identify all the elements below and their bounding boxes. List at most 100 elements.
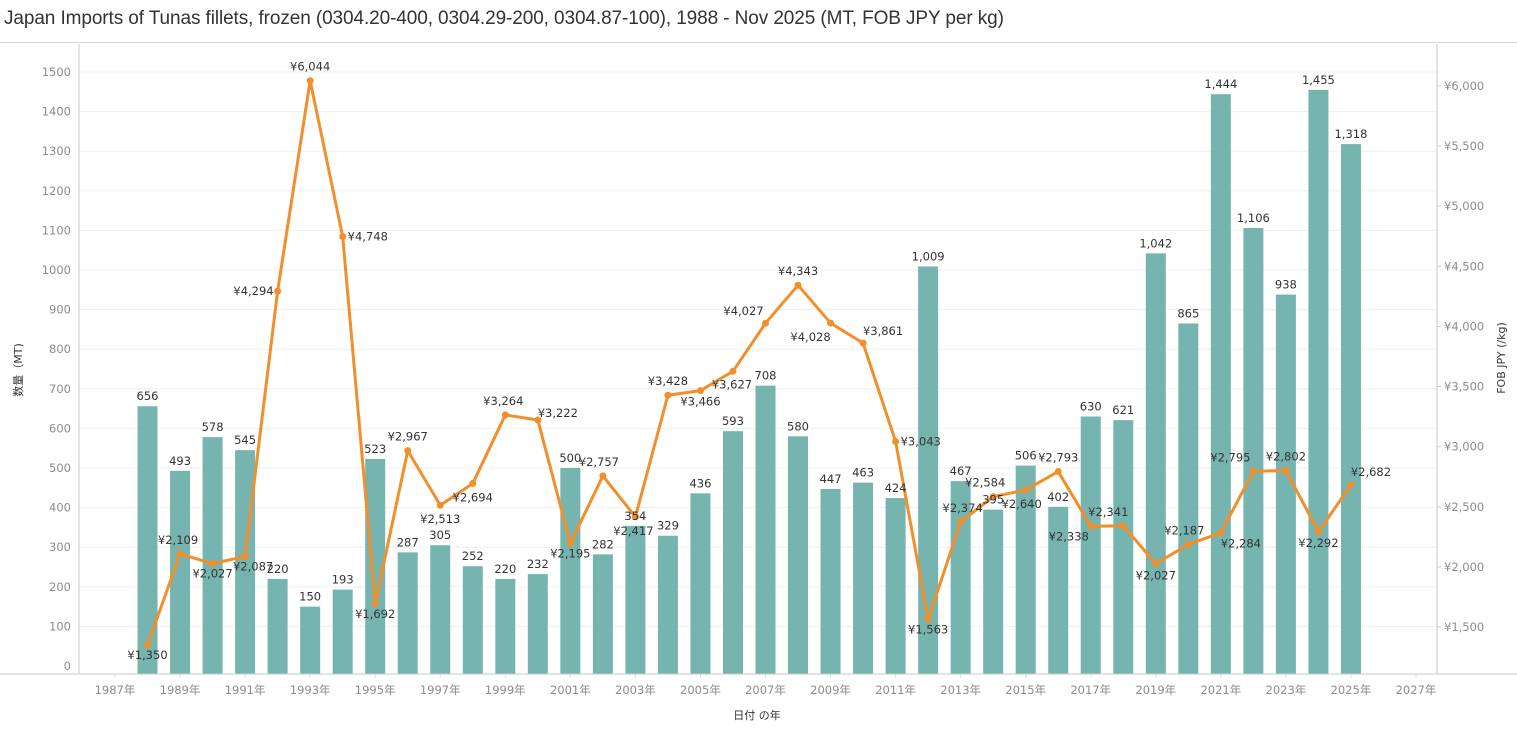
bar[interactable] xyxy=(1275,294,1296,674)
price-point[interactable] xyxy=(176,550,184,558)
price-value-label: ¥2,640 xyxy=(1002,497,1042,511)
bar[interactable] xyxy=(1178,323,1199,674)
bar[interactable] xyxy=(527,574,548,674)
bar-value-label: 447 xyxy=(820,472,842,486)
axes xyxy=(0,44,1517,675)
bar-value-label: 282 xyxy=(592,537,614,551)
price-point[interactable] xyxy=(469,479,477,487)
price-point[interactable] xyxy=(729,367,737,375)
bar[interactable] xyxy=(202,437,223,674)
bar[interactable] xyxy=(397,552,418,674)
bar[interactable] xyxy=(1145,253,1166,675)
price-point[interactable] xyxy=(599,472,607,480)
price-point[interactable] xyxy=(241,552,249,560)
price-point[interactable] xyxy=(144,641,152,649)
bar[interactable] xyxy=(722,431,743,674)
price-value-label: ¥3,264 xyxy=(483,394,523,408)
bar[interactable] xyxy=(332,589,353,674)
price-point[interactable] xyxy=(827,319,835,327)
bar[interactable] xyxy=(170,470,191,674)
bar[interactable] xyxy=(1080,416,1101,674)
price-point[interactable] xyxy=(924,615,932,623)
bar[interactable] xyxy=(1340,144,1361,674)
bar-value-label: 436 xyxy=(689,476,711,490)
price-point[interactable] xyxy=(1022,486,1030,494)
price-point[interactable] xyxy=(794,281,802,289)
price-point[interactable] xyxy=(1054,468,1062,476)
right-tick-label: ¥5,500 xyxy=(1444,139,1484,153)
right-axis-ticks: ¥1,500 ¥2,000 ¥2,500 ¥3,000 ¥3,500 ¥4,000 ¥4,5… xyxy=(1437,79,1484,634)
price-point[interactable] xyxy=(631,513,639,521)
price-value-label: ¥1,350 xyxy=(127,648,167,662)
bar[interactable] xyxy=(1015,465,1036,674)
price-point[interactable] xyxy=(501,411,509,419)
bar[interactable] xyxy=(430,545,451,674)
bar[interactable] xyxy=(560,468,581,674)
price-line xyxy=(146,79,1353,646)
price-value-label: ¥2,087 xyxy=(233,559,273,573)
bar-value-label: 354 xyxy=(624,509,646,523)
price-value-label: ¥1,563 xyxy=(908,622,948,636)
price-point[interactable] xyxy=(664,391,672,399)
price-point[interactable] xyxy=(306,77,314,85)
x-tick-label: 2023年 xyxy=(1266,683,1307,697)
price-point[interactable] xyxy=(534,416,542,424)
price-point[interactable] xyxy=(1184,540,1192,548)
bar[interactable] xyxy=(462,566,483,674)
bar[interactable] xyxy=(788,436,809,674)
price-point[interactable] xyxy=(1119,522,1127,530)
bar[interactable] xyxy=(1243,228,1264,675)
bar[interactable] xyxy=(950,481,971,674)
bar[interactable] xyxy=(1308,89,1329,674)
x-tick-label: 2001年 xyxy=(550,683,591,697)
price-value-label: ¥2,694 xyxy=(453,490,493,504)
price-point[interactable] xyxy=(371,600,379,608)
bar[interactable] xyxy=(365,458,386,674)
price-point[interactable] xyxy=(762,319,769,327)
price-point[interactable] xyxy=(1249,467,1257,475)
price-point[interactable] xyxy=(1314,528,1322,536)
price-point[interactable] xyxy=(1087,522,1095,530)
price-point[interactable] xyxy=(989,493,997,501)
x-tick-label: 1995年 xyxy=(355,683,396,697)
price-point[interactable] xyxy=(1282,466,1290,474)
bar[interactable] xyxy=(690,493,711,674)
price-point[interactable] xyxy=(1152,560,1160,568)
bar[interactable] xyxy=(885,498,906,674)
price-point[interactable] xyxy=(436,501,444,509)
price-point[interactable] xyxy=(859,339,867,347)
bar[interactable] xyxy=(820,488,841,674)
bar-value-label: 938 xyxy=(1275,278,1297,292)
right-tick-label: ¥5,000 xyxy=(1444,199,1484,213)
price-value-label: ¥2,802 xyxy=(1266,449,1306,463)
price-point[interactable] xyxy=(696,387,704,395)
bar[interactable] xyxy=(657,535,678,674)
price-point[interactable] xyxy=(566,539,574,547)
bar[interactable] xyxy=(592,554,613,674)
bar[interactable] xyxy=(625,525,646,674)
bar[interactable] xyxy=(495,578,516,674)
price-point[interactable] xyxy=(339,233,347,241)
bar[interactable] xyxy=(267,578,288,674)
bar[interactable] xyxy=(918,266,939,674)
right-tick-label: ¥2,000 xyxy=(1444,560,1484,574)
bar[interactable] xyxy=(137,406,158,674)
bar[interactable] xyxy=(1113,420,1134,674)
bar[interactable] xyxy=(1048,506,1069,674)
price-point[interactable] xyxy=(1347,481,1355,489)
price-point[interactable] xyxy=(209,560,217,568)
price-value-label: ¥4,343 xyxy=(778,264,818,278)
bar[interactable] xyxy=(300,606,321,674)
bar[interactable] xyxy=(853,482,874,674)
bar-value-label: 402 xyxy=(1047,490,1069,504)
bar[interactable] xyxy=(983,509,1004,674)
price-point[interactable] xyxy=(274,287,282,295)
price-point[interactable] xyxy=(892,437,900,445)
x-tick-label: 2025年 xyxy=(1331,683,1372,697)
price-point[interactable] xyxy=(404,447,412,455)
price-point[interactable] xyxy=(1217,529,1225,537)
price-point[interactable] xyxy=(957,518,965,526)
x-tick-label: 2011年 xyxy=(875,683,916,697)
bar[interactable] xyxy=(755,385,776,674)
bar[interactable] xyxy=(1210,94,1231,674)
